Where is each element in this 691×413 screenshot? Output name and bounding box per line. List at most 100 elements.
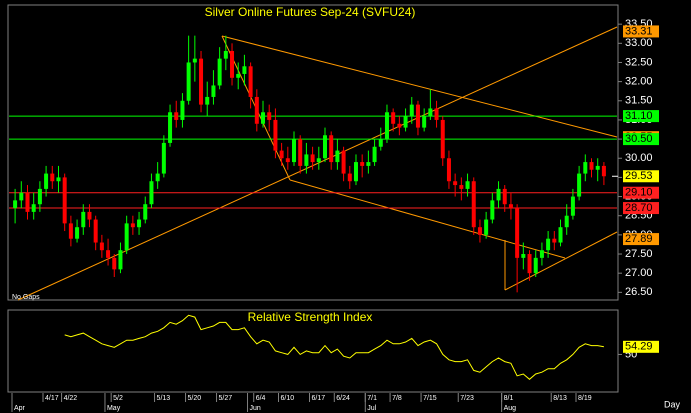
candle-body [502, 188, 507, 205]
candle-body [589, 162, 594, 170]
candle-body [254, 96, 259, 124]
x-tick-label: 7/8 [392, 395, 402, 402]
candle-body [477, 227, 482, 235]
candle-body [267, 112, 272, 120]
x-tick-label: 5/2 [113, 395, 123, 402]
candle-body [25, 192, 30, 212]
candle-body [230, 50, 235, 78]
candle-body [552, 238, 557, 243]
month-label: Apr [14, 405, 26, 412]
candle-body [570, 196, 575, 216]
x-tick-label: 6/17 [312, 395, 326, 402]
candle-body [446, 158, 451, 182]
candle-body [68, 223, 73, 239]
candle-body [409, 104, 414, 117]
candle-body [465, 181, 470, 189]
rsi-title: Relative Strength Index [248, 310, 373, 324]
y-tick-label: 32.50 [625, 56, 653, 68]
x-tick-label: 6/24 [336, 395, 350, 402]
candle-body [546, 238, 551, 251]
trendline [504, 231, 618, 291]
price-label-box [623, 186, 659, 199]
chart-title: Silver Online Futures Sep-24 (SVFU24) [205, 5, 416, 19]
x-tick-label: 8/19 [578, 395, 592, 402]
trendline [221, 35, 618, 138]
candle-body [31, 204, 36, 212]
candle-body [515, 208, 520, 258]
x-tick-label: 4/17 [45, 395, 59, 402]
candle-body [199, 58, 204, 105]
candle-body [211, 85, 216, 97]
candle-body [372, 146, 377, 163]
candle-body [434, 108, 439, 120]
candle-body [217, 58, 222, 86]
x-tick-label: 8/13 [553, 395, 567, 402]
candle-body [149, 181, 154, 205]
price-label-box [623, 133, 659, 146]
candle-body [186, 62, 191, 101]
y-tick-label: 31.50 [625, 95, 653, 107]
y-tick-label: 32.00 [625, 76, 653, 88]
candle-body [13, 200, 18, 209]
gap-mode: No Gaps [12, 294, 40, 301]
candle-body [422, 116, 427, 128]
price-label-box [623, 233, 659, 246]
rsi-last-label: 54.29 [625, 341, 653, 353]
candle-body [335, 150, 340, 163]
candle-body [533, 257, 538, 274]
period-label: Day [664, 399, 681, 409]
rsi-panel [7, 309, 619, 393]
candle-body [205, 96, 210, 105]
x-tick-label: 7/23 [460, 395, 474, 402]
candle-body [174, 112, 179, 120]
x-tick-label: 4/22 [64, 395, 78, 402]
rsi-line [64, 314, 604, 380]
candle-body [279, 150, 284, 159]
candle-body [99, 242, 104, 251]
y-tick-label: 27.00 [625, 267, 653, 279]
candle-body [583, 162, 588, 174]
x-tick-label: 6/4 [256, 395, 266, 402]
candle-body [304, 154, 309, 166]
candle-body [459, 185, 464, 189]
month-label: Aug [504, 405, 517, 412]
candle-body [37, 188, 42, 205]
candle-body [161, 142, 166, 174]
rsi-last-box [623, 340, 659, 353]
price-label: 27.89 [625, 233, 653, 245]
price-label: 30.50 [625, 133, 653, 145]
candle-body [564, 215, 569, 228]
candle-body [118, 250, 123, 270]
candle-body [87, 211, 92, 220]
candle-body [347, 173, 352, 182]
price-label: 29.10 [625, 187, 653, 199]
x-tick-label: 8/1 [504, 395, 514, 402]
candle-body [56, 177, 61, 182]
candle-body [601, 165, 606, 177]
x-tick-label: 7/1 [367, 395, 377, 402]
last-price-label: 29.53 [625, 170, 653, 182]
price-label: 33.31 [625, 25, 653, 37]
candle-body [50, 173, 55, 182]
candle-body [124, 223, 129, 251]
price-panel [7, 4, 619, 301]
candle-body [341, 150, 346, 174]
candle-body [521, 254, 526, 258]
candle-body [360, 162, 365, 166]
price-label: 31.10 [625, 110, 653, 122]
candle-body [490, 200, 495, 220]
last-price-box [623, 170, 659, 183]
candle-body [508, 204, 513, 209]
candle-body [143, 204, 148, 220]
candle-body [130, 223, 135, 228]
candle-body [403, 116, 408, 128]
candle-body [322, 135, 327, 159]
candle-body [397, 123, 402, 128]
candle-body [112, 257, 117, 270]
candle-body [316, 158, 321, 163]
candle-body [180, 100, 185, 120]
trendline [17, 26, 618, 301]
candle-body [93, 219, 98, 243]
candle-body [484, 219, 489, 235]
